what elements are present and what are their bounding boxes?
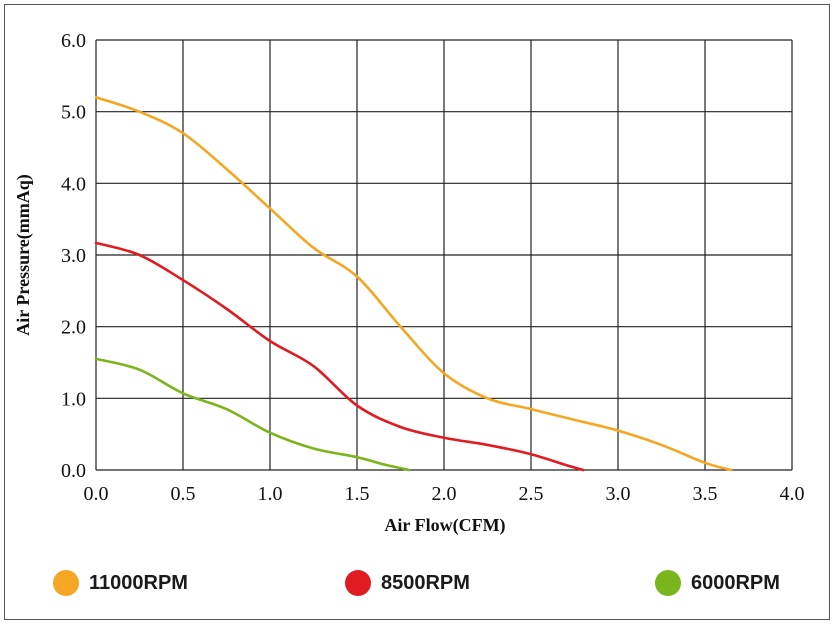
series-line-6000rpm <box>94 357 411 472</box>
x-axis-title: Air Flow(CFM) <box>384 515 505 536</box>
legend-item-11000rpm: 11000RPM <box>53 566 188 600</box>
legend: 11000RPM 8500RPM 6000RPM <box>0 566 836 600</box>
series-line-11000rpm <box>94 96 733 472</box>
x-tick-label: 3.0 <box>606 483 631 505</box>
series-line-8500rpm <box>94 241 585 472</box>
chart-frame <box>4 4 830 620</box>
legend-label-11000rpm: 11000RPM <box>89 571 188 594</box>
legend-dot-8500rpm <box>345 570 371 596</box>
legend-item-8500rpm: 8500RPM <box>345 566 470 600</box>
y-axis-title: Air Pressure(mmAq) <box>13 174 34 335</box>
x-tick-label: 1.5 <box>345 483 370 505</box>
x-tick-label: 3.5 <box>693 483 718 505</box>
y-tick-label: 3.0 <box>61 245 86 267</box>
legend-label-8500rpm: 8500RPM <box>381 571 470 594</box>
y-axis-ticks: 0.0 1.0 2.0 3.0 4.0 5.0 6.0 <box>61 30 86 482</box>
x-tick-label: 0.5 <box>171 483 196 505</box>
legend-dot-11000rpm <box>53 570 79 596</box>
x-tick-label: 0.0 <box>84 483 109 505</box>
x-tick-label: 1.0 <box>258 483 283 505</box>
y-tick-label: 6.0 <box>61 30 86 52</box>
y-tick-label: 0.0 <box>61 460 86 482</box>
y-tick-label: 1.0 <box>61 388 86 410</box>
y-tick-label: 4.0 <box>61 173 86 195</box>
y-tick-label: 5.0 <box>61 102 86 124</box>
x-tick-label: 2.0 <box>432 483 457 505</box>
legend-item-6000rpm: 6000RPM <box>655 566 780 600</box>
legend-dot-6000rpm <box>655 570 681 596</box>
series-lines <box>94 96 733 472</box>
chart-grid <box>95 39 793 471</box>
x-tick-label: 4.0 <box>780 483 805 505</box>
y-tick-label: 2.0 <box>61 317 86 339</box>
x-tick-label: 2.5 <box>519 483 544 505</box>
x-axis-ticks: 0.0 0.5 1.0 1.5 2.0 2.5 3.0 3.5 4.0 <box>84 483 805 505</box>
legend-label-6000rpm: 6000RPM <box>691 571 780 594</box>
